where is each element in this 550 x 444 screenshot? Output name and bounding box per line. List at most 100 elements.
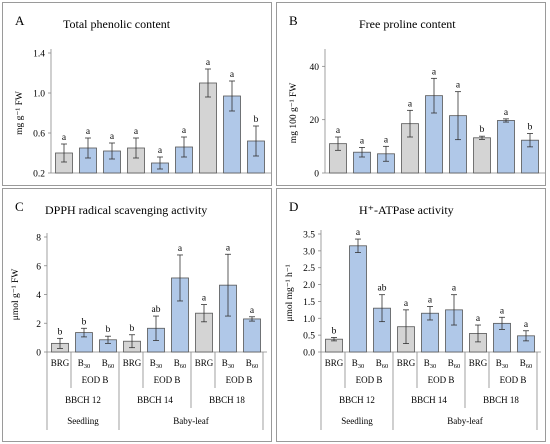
y-tick-label: 0.2 bbox=[33, 170, 45, 180]
y-tick-label: 0.5 bbox=[303, 332, 315, 342]
significance-letter: a bbox=[360, 136, 365, 146]
phase-label: Baby-leaf bbox=[173, 416, 208, 426]
significance-letter: b bbox=[254, 115, 259, 125]
stage-label: BBCH 12 bbox=[65, 395, 101, 405]
bar bbox=[349, 245, 367, 353]
x-tick-label: BRG bbox=[397, 358, 416, 368]
significance-letter: a bbox=[202, 294, 207, 304]
y-tick-label: 1.4 bbox=[33, 50, 45, 60]
phase-label: Baby-leaf bbox=[447, 416, 482, 426]
y-tick-label: 1.5 bbox=[303, 298, 315, 308]
significance-letter: a bbox=[504, 108, 509, 118]
chart-title: Free proline content bbox=[359, 17, 456, 31]
phase-label: Seedling bbox=[67, 416, 99, 426]
h-atpase-chart: 0.0 0.5 1.0 1.5 2.0 2.5 3.0 3.5 μmol mg⁻¹ h⁻¹ b a a… bbox=[285, 228, 541, 430]
significance-letter: a bbox=[356, 228, 361, 238]
y-axis-label: μmol mg⁻¹ h⁻¹ bbox=[285, 264, 295, 321]
y-tick-label: 40 bbox=[310, 63, 320, 73]
x-tick-label: B30 bbox=[222, 358, 235, 370]
y-tick-label: 0 bbox=[36, 349, 41, 359]
panel-d: D H⁺-ATPase activity 0.0 0.5 1.0 1.5 2.0 2.5 3… bbox=[276, 188, 546, 442]
y-axis-label: mg 100 g⁻¹ FW bbox=[289, 83, 299, 143]
significance-letter: a bbox=[336, 126, 341, 136]
stage-label: BBCH 18 bbox=[483, 395, 519, 405]
stage-label: BBCH 14 bbox=[411, 395, 447, 405]
group-label: EOD B bbox=[356, 375, 383, 385]
stage-label: BBCH 18 bbox=[209, 395, 245, 405]
x-tick-label: BRG bbox=[123, 358, 142, 368]
y-tick-label: 1.0 bbox=[303, 315, 315, 325]
group-label: EOD B bbox=[154, 375, 181, 385]
chart-title: H⁺-ATPase activity bbox=[359, 203, 454, 217]
y-tick-label: 20 bbox=[310, 116, 320, 126]
significance-letter: a bbox=[62, 133, 67, 143]
group-label: EOD B bbox=[226, 375, 253, 385]
significance-letter: a bbox=[226, 243, 231, 253]
y-tick-label: 1.0 bbox=[33, 90, 45, 100]
significance-letter: ab bbox=[152, 305, 161, 315]
significance-letter: a bbox=[432, 67, 437, 77]
y-axis-label: mg g⁻¹ FW bbox=[15, 91, 25, 135]
significance-letter: a bbox=[452, 284, 457, 294]
significance-letter: a bbox=[206, 58, 211, 68]
x-tick-label: BRG bbox=[469, 358, 488, 368]
significance-letter: a bbox=[500, 306, 505, 316]
significance-letter: a bbox=[134, 127, 139, 137]
significance-letter: a bbox=[86, 127, 91, 137]
y-tick-label: 3.0 bbox=[303, 247, 315, 257]
y-tick-label: 6 bbox=[36, 262, 41, 272]
y-tick-label: 2.5 bbox=[303, 264, 315, 274]
significance-letter: b bbox=[58, 327, 63, 337]
phase-label: Seedling bbox=[341, 416, 373, 426]
panel-letter: A bbox=[15, 13, 25, 28]
total-phenolic-chart: 0.2 0.6 1.0 1.4 mg g⁻¹ FW a a a a a a a a b bbox=[15, 49, 271, 180]
x-tick-label: B30 bbox=[150, 358, 163, 370]
bar bbox=[497, 120, 515, 174]
x-tick-label: B60 bbox=[174, 358, 187, 370]
significance-letter: b bbox=[106, 325, 111, 335]
y-tick-label: 0.0 bbox=[303, 349, 315, 359]
significance-letter: a bbox=[456, 81, 461, 91]
significance-letter: b bbox=[332, 327, 337, 337]
stage-label: BBCH 14 bbox=[137, 395, 173, 405]
group-label: EOD B bbox=[500, 375, 527, 385]
x-tick-label: BRG bbox=[51, 358, 70, 368]
panel-c: C DPPH radical scavenging activity 0 2 4 6 8… bbox=[2, 188, 272, 442]
panel-b: B Free proline content 0 20 40 mg 100 g⁻¹ F… bbox=[276, 2, 546, 186]
y-tick-label: 4 bbox=[36, 291, 41, 301]
panel-letter: D bbox=[289, 199, 299, 214]
y-tick-label: 2 bbox=[36, 320, 41, 330]
x-tick-label: B30 bbox=[352, 358, 365, 370]
significance-letter: a bbox=[428, 295, 433, 305]
significance-letter: a bbox=[524, 320, 529, 330]
chart-title: Total phenolic content bbox=[63, 17, 171, 31]
significance-letter: a bbox=[182, 126, 187, 136]
significance-letter: a bbox=[158, 146, 163, 156]
chart-title: DPPH radical scavenging activity bbox=[45, 203, 208, 217]
x-tick-label: B60 bbox=[448, 358, 461, 370]
panel-letter: B bbox=[289, 13, 298, 28]
significance-letter: a bbox=[408, 99, 413, 109]
y-tick-label: 3.5 bbox=[303, 231, 315, 241]
significance-letter: a bbox=[476, 314, 481, 324]
y-tick-label: 8 bbox=[36, 234, 41, 244]
y-tick-label: 0.6 bbox=[33, 130, 45, 140]
panel-a: A Total phenolic content 0.2 0.6 1.0 1.4 mg … bbox=[2, 2, 272, 186]
significance-letter: b bbox=[528, 123, 533, 133]
x-tick-label: B60 bbox=[520, 358, 533, 370]
significance-letter: a bbox=[250, 306, 255, 316]
group-label: EOD B bbox=[82, 375, 109, 385]
stage-label: BBCH 12 bbox=[339, 395, 375, 405]
significance-letter: a bbox=[384, 135, 389, 145]
bar bbox=[243, 318, 261, 353]
x-tick-label: B30 bbox=[496, 358, 509, 370]
free-proline-chart: 0 20 40 mg 100 g⁻¹ FW a a a a a a b a b bbox=[289, 49, 545, 180]
y-axis-label: μmol g⁻¹ FW bbox=[11, 269, 21, 321]
x-tick-label: BRG bbox=[195, 358, 214, 368]
x-tick-label: B30 bbox=[78, 358, 91, 370]
significance-letter: b bbox=[82, 317, 87, 327]
x-tick-label: B60 bbox=[376, 358, 389, 370]
significance-letter: a bbox=[178, 244, 183, 254]
significance-letter: a bbox=[110, 132, 115, 142]
y-tick-label: 2.0 bbox=[303, 281, 315, 291]
